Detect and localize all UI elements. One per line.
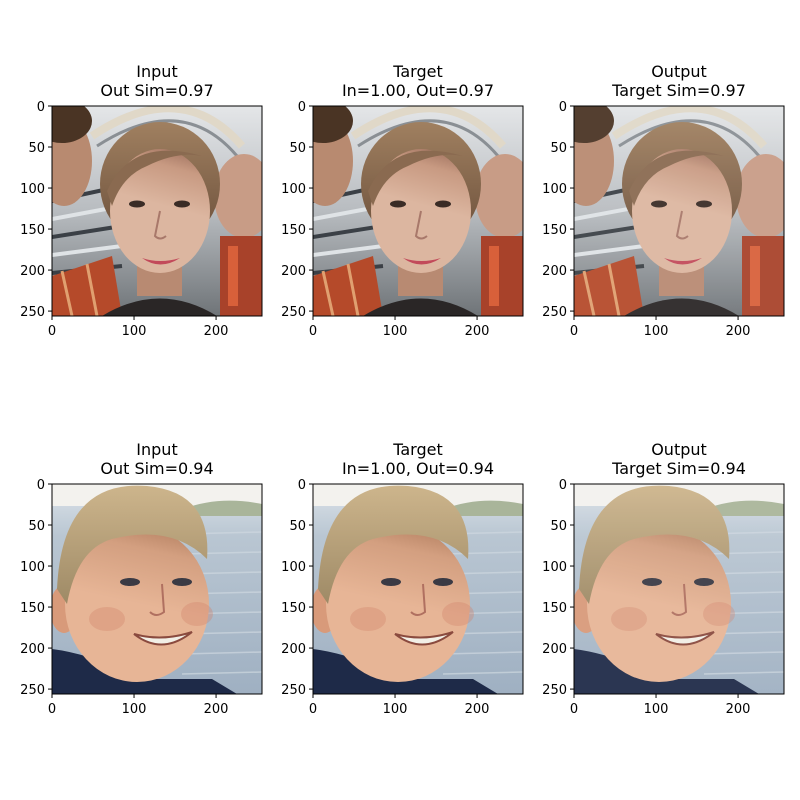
y-tick-label: 50 — [28, 141, 45, 156]
x-tick-label: 0 — [309, 324, 317, 339]
y-tick-label: 150 — [20, 601, 45, 616]
subplot-title: Target In=1.00, Out=0.94 — [342, 440, 494, 478]
x-tick-label: 0 — [48, 324, 56, 339]
subplot-panel: Target In=1.00, Out=0.97 0 100 200 0 50 100 150 2… — [281, 62, 524, 339]
axes-frame — [573, 483, 785, 695]
axes-frame — [312, 483, 524, 695]
x-tick-label: 200 — [726, 324, 751, 339]
y-tick-label: 200 — [281, 642, 306, 657]
subplot-image — [313, 106, 523, 316]
subplot-image — [574, 484, 784, 694]
y-tick-label: 0 — [37, 478, 45, 493]
x-tick-label: 100 — [383, 324, 408, 339]
subplot-image — [574, 106, 784, 316]
x-tick-label: 0 — [570, 702, 578, 717]
y-tick-label: 200 — [542, 642, 567, 657]
subplot-image — [52, 106, 262, 316]
subplot-panel: Input Out Sim=0.94 0 100 200 0 50 100 150 200 250 — [20, 440, 263, 717]
y-tick-label: 100 — [281, 182, 306, 197]
subplot-title: Input Out Sim=0.94 — [100, 440, 213, 478]
y-tick-label: 50 — [550, 141, 567, 156]
x-tick-label: 100 — [122, 324, 147, 339]
y-tick-label: 150 — [281, 223, 306, 238]
y-tick-label: 250 — [542, 683, 567, 698]
x-tick-label: 200 — [465, 702, 490, 717]
y-tick-label: 50 — [550, 519, 567, 534]
x-tick-label: 0 — [48, 702, 56, 717]
y-tick-label: 0 — [559, 100, 567, 115]
subplot-panel: Target In=1.00, Out=0.94 0 100 200 0 50 100 150 2… — [281, 440, 524, 717]
subplot-title: Output Target Sim=0.97 — [611, 62, 746, 100]
x-tick-label: 0 — [570, 324, 578, 339]
x-tick-label: 0 — [309, 702, 317, 717]
y-tick-label: 200 — [542, 264, 567, 279]
axes-frame — [573, 105, 785, 317]
y-tick-label: 150 — [542, 223, 567, 238]
subplot-panel: Input Out Sim=0.97 0 100 200 0 50 100 150 200 250 — [20, 62, 263, 339]
x-tick-label: 200 — [465, 324, 490, 339]
y-tick-label: 250 — [281, 683, 306, 698]
axes-frame — [51, 105, 263, 317]
y-tick-label: 200 — [20, 642, 45, 657]
y-tick-label: 100 — [281, 560, 306, 575]
x-tick-label: 100 — [644, 702, 669, 717]
subplot-title: Target In=1.00, Out=0.97 — [342, 62, 494, 100]
x-tick-label: 200 — [726, 702, 751, 717]
y-tick-label: 100 — [20, 182, 45, 197]
y-tick-label: 50 — [28, 519, 45, 534]
x-tick-label: 200 — [204, 324, 229, 339]
axes-frame — [312, 105, 524, 317]
subplot-panel: Output Target Sim=0.94 0 100 200 0 50 100 150 200… — [542, 440, 785, 717]
y-tick-label: 250 — [542, 305, 567, 320]
y-tick-label: 100 — [542, 182, 567, 197]
subplot-panel: Output Target Sim=0.97 0 100 200 0 50 100 150 200… — [542, 62, 785, 339]
x-tick-label: 100 — [122, 702, 147, 717]
y-tick-label: 200 — [20, 264, 45, 279]
y-tick-label: 100 — [20, 560, 45, 575]
y-tick-label: 250 — [281, 305, 306, 320]
subplot-title: Input Out Sim=0.97 — [100, 62, 213, 100]
x-tick-label: 200 — [204, 702, 229, 717]
x-tick-label: 100 — [644, 324, 669, 339]
y-tick-label: 150 — [281, 601, 306, 616]
y-tick-label: 150 — [542, 601, 567, 616]
x-tick-label: 100 — [383, 702, 408, 717]
y-tick-label: 150 — [20, 223, 45, 238]
axes-frame — [51, 483, 263, 695]
y-tick-label: 50 — [289, 519, 306, 534]
y-tick-label: 0 — [559, 478, 567, 493]
y-tick-label: 0 — [37, 100, 45, 115]
subplot-image — [313, 484, 523, 694]
y-tick-label: 50 — [289, 141, 306, 156]
subplot-title: Output Target Sim=0.94 — [611, 440, 746, 478]
y-tick-label: 250 — [20, 305, 45, 320]
subplot-image — [52, 484, 262, 694]
y-tick-label: 100 — [542, 560, 567, 575]
y-tick-label: 250 — [20, 683, 45, 698]
y-tick-label: 0 — [298, 100, 306, 115]
y-tick-label: 200 — [281, 264, 306, 279]
y-tick-label: 0 — [298, 478, 306, 493]
